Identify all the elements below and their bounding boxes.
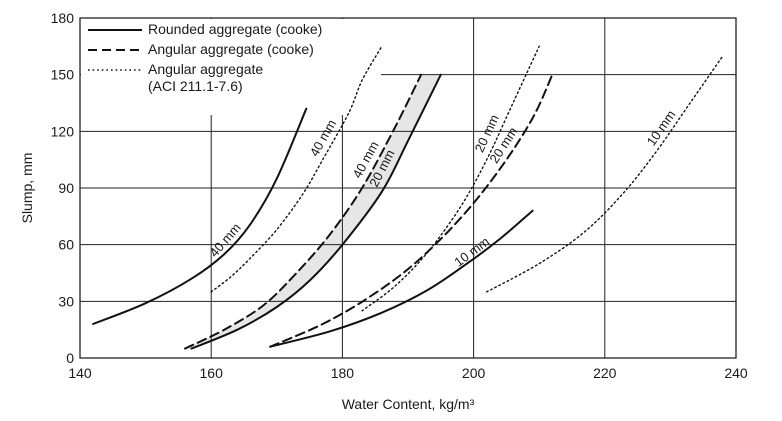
tick-labels-group: 140 160 180 200 220 240 0 30 60 90 120 150 180 (51, 10, 748, 381)
curve-solid-40mm (92, 107, 308, 325)
legend: Rounded aggregate (cooke) Angular aggrega… (81, 19, 381, 115)
legend-label: Angular aggregate (cooke) (148, 41, 314, 57)
x-tick-label: 200 (462, 365, 486, 381)
x-tick-label: 160 (200, 365, 224, 381)
curve-label: 10 mm (451, 234, 492, 270)
shaded-band (185, 74, 441, 349)
y-axis-title: Slump, mm (19, 153, 35, 224)
x-tick-label: 140 (68, 365, 92, 381)
legend-label: Angular aggregate (148, 61, 263, 77)
curve-dotted-40mm (210, 45, 383, 293)
plot-frame (79, 17, 737, 359)
curve-label: 40 mm (307, 117, 339, 159)
curve-dashed-40mm (184, 73, 423, 350)
y-tick-label: 120 (51, 123, 75, 139)
y-tick-label: 90 (58, 180, 74, 196)
curve-dotted-10mm (486, 55, 724, 293)
y-tick-label: 150 (51, 67, 75, 83)
curve-label: 10 mm (644, 107, 679, 148)
band-fill-group (185, 74, 441, 349)
curves-group (92, 45, 724, 350)
legend-label: (ACI 211.1-7.6) (148, 78, 243, 94)
y-tick-label: 60 (58, 237, 74, 253)
legend-label: Rounded aggregate (cooke) (148, 21, 322, 37)
curve-solid-20mm (190, 73, 442, 350)
y-tick-label: 180 (51, 10, 75, 26)
x-tick-label: 240 (724, 365, 748, 381)
curve-solid-10mm (269, 209, 534, 348)
x-axis-title: Water Content, kg/m³ (342, 396, 475, 412)
y-tick-label: 30 (58, 293, 74, 309)
x-tick-label: 220 (593, 365, 617, 381)
y-tick-label: 0 (66, 350, 74, 366)
curve-dotted-20mm (361, 45, 540, 312)
curve-dashed-20mm (269, 73, 554, 348)
legend-background (81, 19, 381, 115)
x-tick-label: 180 (331, 365, 355, 381)
